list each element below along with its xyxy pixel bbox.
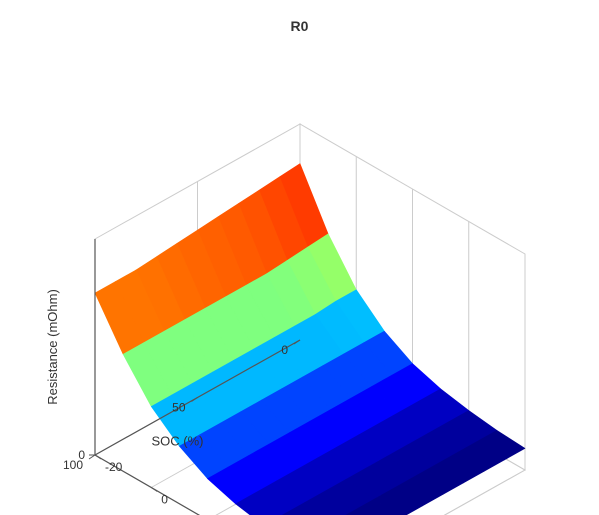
svg-text:50: 50 [172,401,186,415]
chart-title: R0 [0,18,599,34]
surface-chart: R0 050100-2002040600SOC (%)Temperature (… [0,0,599,515]
surface-svg: 050100-2002040600SOC (%)Temperature (deg… [0,0,599,515]
svg-text:-20: -20 [105,460,123,474]
svg-text:Resistance (mOhm): Resistance (mOhm) [45,289,60,405]
svg-text:SOC (%): SOC (%) [152,434,204,449]
svg-text:0: 0 [281,343,288,357]
svg-text:0: 0 [161,493,168,507]
svg-text:0: 0 [78,448,85,462]
